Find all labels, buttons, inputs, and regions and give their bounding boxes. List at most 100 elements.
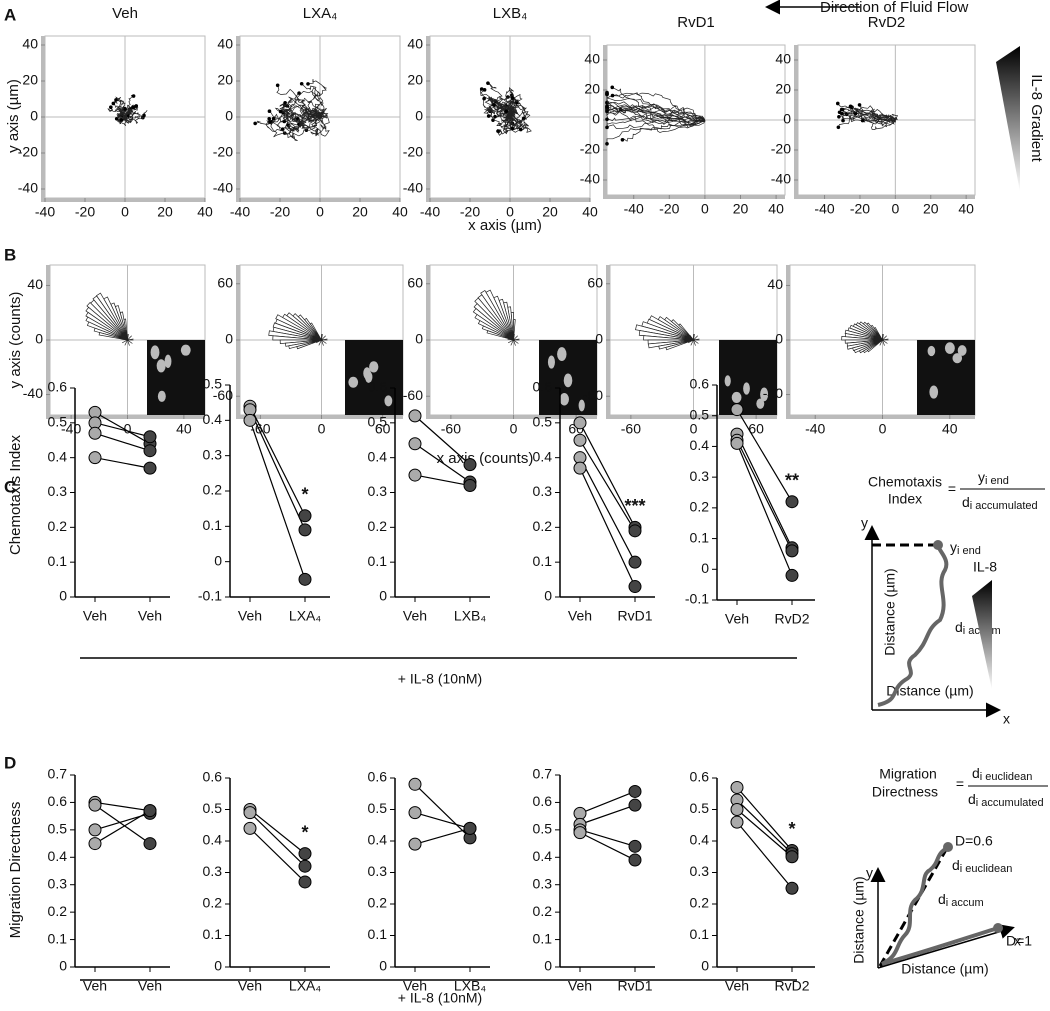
y-tick-label: 0.6: [48, 793, 68, 809]
track: [855, 108, 898, 121]
rose-wedge: [882, 339, 885, 346]
pair-line: [414, 443, 471, 483]
track: [500, 102, 516, 122]
x-tick-label: -40: [624, 201, 644, 217]
y-tick-label: 0.5: [203, 800, 223, 816]
y-tick-label: 0.4: [203, 832, 223, 848]
y-tick-label: 0.5: [368, 414, 388, 430]
y-tick-label: 0: [595, 331, 603, 347]
gradient-label: IL-8 Gradient: [1028, 74, 1045, 162]
track-end: [840, 111, 844, 116]
y-tick-label: 0.1: [368, 926, 388, 942]
y-tick-label: 0.6: [48, 379, 68, 395]
y-tick-label: 0.3: [48, 875, 68, 891]
y-tick-label: 0: [214, 552, 222, 568]
x-tick-label: Veh: [403, 608, 427, 624]
rose-wedge: [690, 339, 694, 346]
data-point: [298, 572, 312, 586]
pair-line: [249, 809, 306, 855]
x-tick-label: Veh: [83, 978, 107, 994]
track-end: [857, 103, 862, 107]
rose-wedge: [509, 334, 514, 341]
pair-line: [94, 804, 151, 845]
x-tick-label: -40: [420, 204, 440, 220]
y-tick-label: -60: [403, 387, 423, 403]
rose-wedge: [693, 335, 698, 341]
track: [838, 114, 896, 128]
cell: [929, 385, 939, 399]
chart-title: LXB₄: [493, 5, 527, 22]
axis-band: [236, 198, 400, 202]
cell: [369, 361, 379, 373]
treatment-label: + IL-8 (10nM): [398, 671, 482, 687]
panel-label: D: [4, 753, 16, 772]
x-tick-label: -20: [850, 201, 870, 217]
y-tick-label: 40: [775, 51, 791, 67]
y-tick-label: 20: [775, 81, 791, 97]
track-end: [482, 88, 487, 92]
path-label: di accum: [938, 891, 984, 909]
pair-line: [249, 409, 306, 531]
data-point: [730, 436, 744, 450]
end-dot: [993, 923, 1003, 933]
rose-wedge: [127, 339, 130, 346]
cell: [547, 355, 555, 369]
y-axis-label: Migration Directness: [7, 802, 24, 939]
x-tick-label: -20: [75, 204, 95, 220]
cell: [578, 399, 585, 412]
data-point: [628, 784, 642, 798]
y-tick-label: -40: [580, 171, 600, 187]
track-end: [111, 101, 116, 106]
y-tick-label: 0.1: [48, 930, 68, 946]
data-point: [88, 837, 102, 851]
data-point: [408, 468, 422, 482]
panel-label: B: [4, 245, 16, 264]
pair-line: [249, 420, 306, 580]
y-tick-label: -0.1: [198, 588, 222, 604]
track: [606, 92, 705, 122]
y-tick-label: 0: [415, 108, 423, 124]
x-tick-label: Veh: [725, 611, 749, 627]
formula-text: di euclidean: [972, 765, 1032, 783]
y-tick-label: -20: [771, 141, 791, 157]
pair-line: [579, 467, 636, 587]
axis-band: [426, 415, 597, 419]
rose-wedge: [879, 339, 883, 346]
dashed-line: [878, 847, 949, 967]
cell: [927, 345, 936, 357]
x-tick-label: RvD2: [774, 978, 809, 994]
end-label: yi end: [950, 539, 981, 557]
data-point: [408, 409, 422, 423]
pair-line: [736, 440, 793, 552]
y-tick-label: -20: [213, 144, 233, 160]
axis-band: [603, 195, 785, 199]
y-tick-label: 0.4: [368, 448, 388, 464]
track: [479, 88, 514, 126]
y-tick-label: 0.1: [203, 926, 223, 942]
y-tick-label: -0.1: [685, 591, 709, 607]
data-point: [243, 413, 257, 427]
x-tick-label: Veh: [238, 978, 262, 994]
x-tick-label: 0: [316, 204, 324, 220]
pair-line: [579, 422, 636, 528]
y-tick-label: 0.6: [533, 379, 553, 395]
data-point: [408, 837, 422, 851]
x-tick-label: Veh: [138, 978, 162, 994]
y-tick-label: 0.3: [203, 863, 223, 879]
track-end: [109, 105, 113, 110]
track-end: [134, 104, 139, 108]
x-tick-label: -40: [805, 421, 825, 437]
rose-wedge: [507, 338, 514, 341]
cell: [384, 395, 393, 407]
pair-line: [579, 832, 636, 861]
x-tick-label: -40: [61, 421, 81, 437]
data-point: [143, 461, 157, 475]
rose-wedge: [317, 334, 322, 341]
rose-wedge: [122, 339, 128, 344]
y-tick-label: -40: [23, 385, 43, 401]
formula-text: yi end: [978, 469, 1009, 487]
axis-band: [606, 415, 777, 419]
pair-line: [579, 457, 636, 563]
track-end: [306, 82, 310, 86]
y-tick-label: 40: [584, 51, 600, 67]
